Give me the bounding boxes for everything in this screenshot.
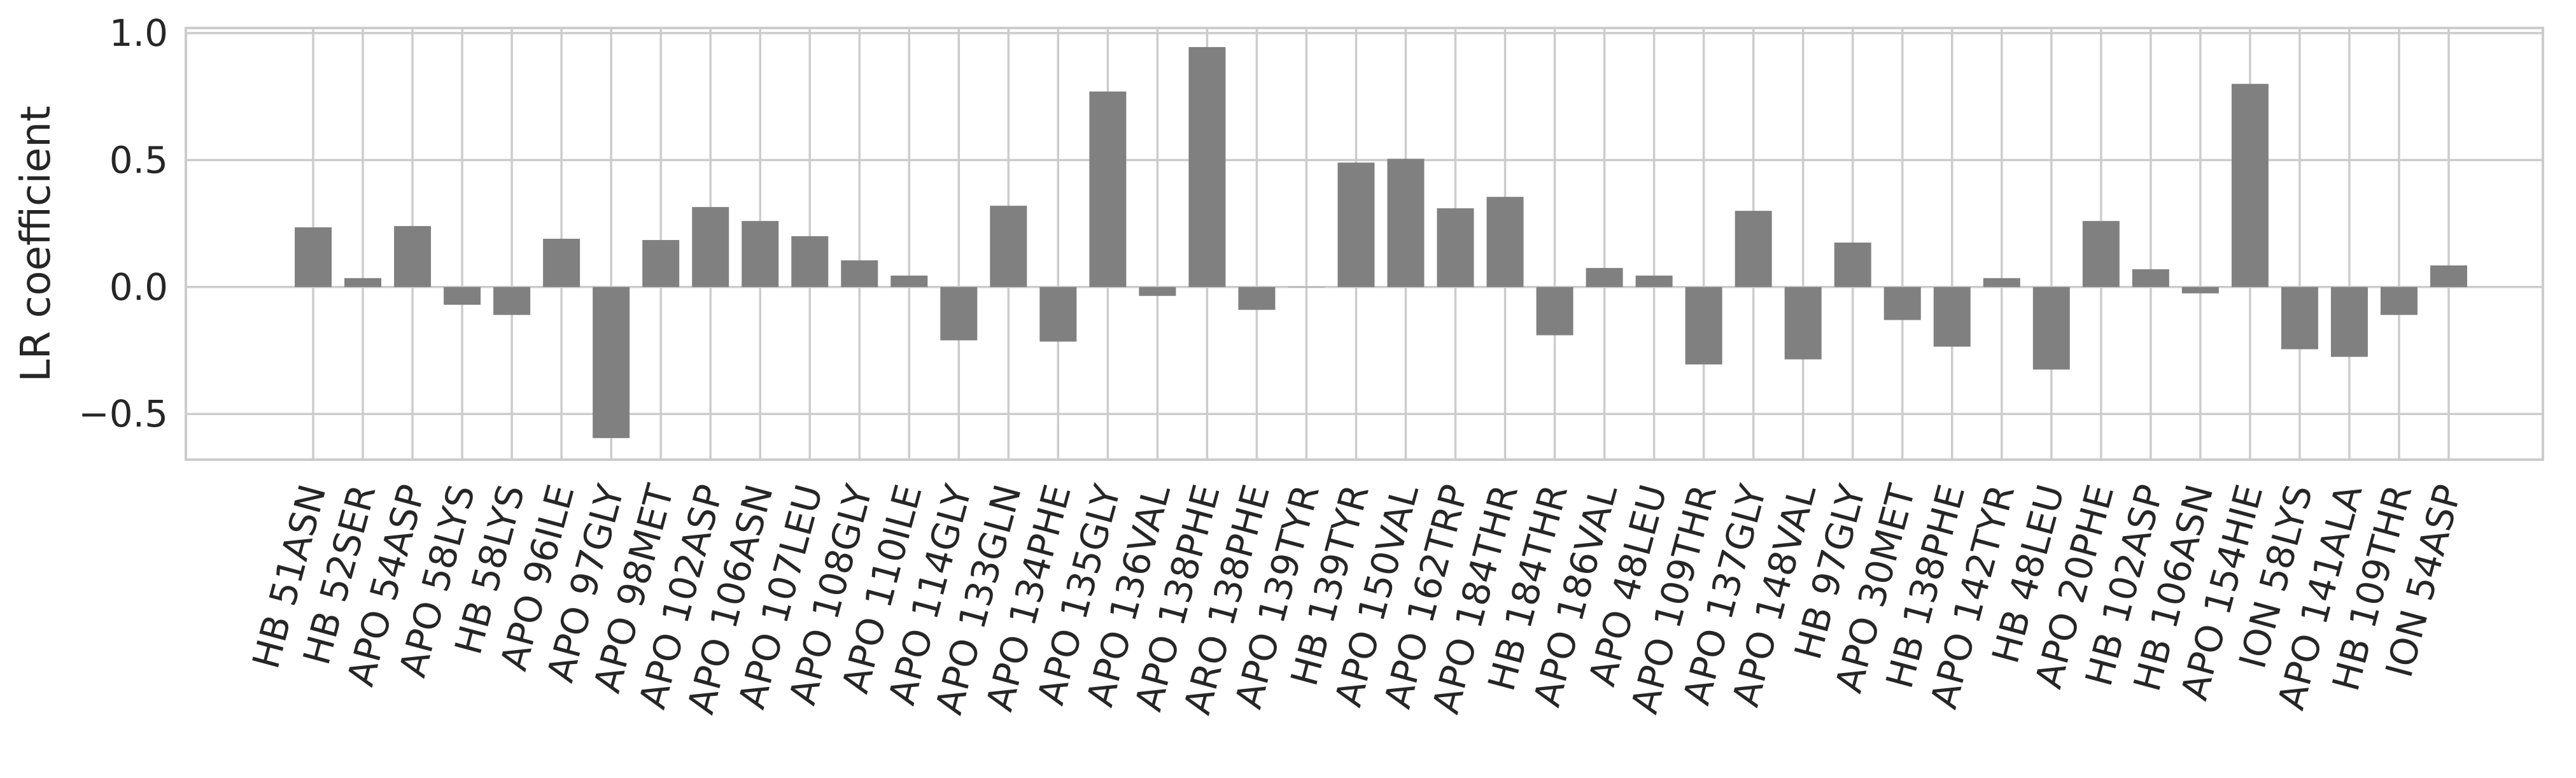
bar-hb-102asp (2132, 269, 2169, 287)
bar-apo-162trp (1437, 208, 1474, 287)
bar-apo-96ile (543, 239, 581, 287)
y-tick-label: 0.0 (109, 265, 168, 309)
bar-apo-134phe (1039, 286, 1077, 342)
bar-apo-114gly (940, 286, 978, 341)
bar-apo-58lys (444, 286, 481, 305)
bar-hb-51asn (295, 227, 332, 287)
bars (295, 46, 2467, 439)
bar-apo-107leu (791, 236, 829, 287)
bar-apo-102asp (692, 207, 729, 287)
bar-apo-137gly (1735, 211, 1772, 287)
bar-apo-98met (642, 240, 680, 287)
bar-apo-138phe (1188, 46, 1226, 287)
bar-apo-135gly (1089, 91, 1127, 287)
bar-apo-186val (1586, 267, 1623, 287)
bar-hb-139tyr (1337, 162, 1375, 287)
bar-apo-20phe (2082, 221, 2120, 287)
bar-apo-30met (1883, 286, 1921, 320)
bar-apo-142tyr (1983, 278, 2020, 287)
bar-apo-154hie (2231, 83, 2269, 287)
bar-apo-109thr (1685, 286, 1722, 365)
y-axis-label: LR coefficient (13, 106, 60, 382)
bar-hb-52ser (344, 278, 382, 287)
bar-ion-54asp (2430, 265, 2467, 287)
y-tick-label: 1.0 (109, 11, 168, 55)
bar-apo-184thr (1486, 197, 1524, 287)
y-tick-label: −0.5 (78, 392, 168, 435)
bar-apo-150val (1387, 159, 1425, 287)
bar-apo-141ala (2330, 286, 2368, 357)
y-tick-labels: −0.5 0.0 0.5 1.0 (78, 11, 168, 435)
bar-apo-139tyr (1288, 286, 1325, 288)
bar-hb-184thr (1536, 286, 1573, 336)
bar-aro-138phe (1238, 286, 1276, 310)
bar-apo-48leu (1635, 275, 1673, 287)
bar-hb-138phe (1933, 286, 1971, 347)
bar-apo-133gln (990, 206, 1027, 287)
bar-apo-97gly (593, 286, 630, 439)
bar-ion-58lys (2281, 286, 2318, 350)
bar-hb-58lys (493, 286, 531, 315)
bar-apo-110ile (890, 275, 928, 287)
bar-hb-106asn (2181, 286, 2219, 294)
bar-apo-148val (1784, 286, 1822, 360)
bar-hb-48leu (2032, 286, 2070, 370)
bar-hb-97gly (1834, 243, 1871, 287)
bar-apo-136val (1139, 286, 1176, 296)
bar-hb-109thr (2380, 286, 2418, 315)
bar-apo-106asn (742, 221, 779, 287)
bar-apo-108gly (841, 260, 878, 287)
y-tick-label: 0.5 (109, 138, 168, 181)
bar-apo-54asp (394, 226, 432, 287)
